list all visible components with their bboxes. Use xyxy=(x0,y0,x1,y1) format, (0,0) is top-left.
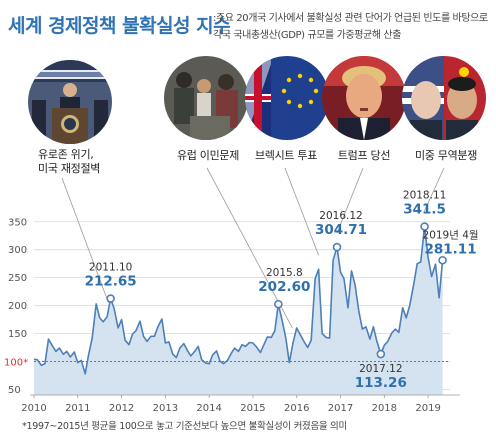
x-tick-label: 2011 xyxy=(65,403,90,414)
event-label-europe-migrants: 유럽 이민문제 xyxy=(168,149,248,163)
event-pointer-line xyxy=(284,167,320,256)
event-label-trump: 트럼프 당선 xyxy=(324,149,404,163)
event-label-line: 유럽 이민문제 xyxy=(176,149,240,162)
subtitle-line: :주요 20개국 기사에서 불확실성 관련 단어가 언급된 빈도를 바탕으로 xyxy=(213,13,488,24)
annotation-marker xyxy=(376,349,386,359)
y-tick-label: 150 xyxy=(8,329,27,340)
baseline-label: 100* xyxy=(4,357,28,368)
event-label-line: 유로존 위기, xyxy=(38,148,94,161)
y-tick-label: 300 xyxy=(8,245,27,256)
x-tick-label: 2010 xyxy=(21,403,46,414)
event-pointer-line xyxy=(61,177,109,303)
subtitle-line: 각국 국내총생산(GDP) 규모를 가중평균해 산출 xyxy=(213,30,401,41)
x-tick-label: 2017 xyxy=(328,403,353,414)
x-tick-label: 2015 xyxy=(240,403,265,414)
annotation-marker xyxy=(106,294,115,303)
event-label-eurozone: 유로존 위기, 미국 재정절벽 xyxy=(28,148,122,176)
event-label-line: 트럼프 당선 xyxy=(337,149,391,162)
annotation-date: 2011.10 xyxy=(89,262,132,274)
series-area xyxy=(34,226,443,395)
x-tick-label: 2018 xyxy=(372,403,397,414)
y-tick-label: 250 xyxy=(8,273,27,284)
event-label-line: 미중 무역분쟁 xyxy=(414,149,478,162)
eurozone-crisis-photo xyxy=(28,60,112,144)
x-tick-label: 2014 xyxy=(196,403,221,414)
event-label-line: 브렉시트 투표 xyxy=(254,149,318,162)
annotation-value: 281.11 xyxy=(425,241,477,257)
annotation-marker xyxy=(274,299,283,309)
footnote: *1997~2015년 평균을 100으로 놓고 기준선보다 높으면 불확실성이… xyxy=(22,421,347,432)
event-pointer-line xyxy=(336,167,364,234)
annotation-date: 2017.12 xyxy=(359,363,402,375)
annotation-value: 202.60 xyxy=(258,279,310,295)
x-tick-label: 2013 xyxy=(153,403,178,414)
x-tick-label: 2019 xyxy=(415,403,440,414)
subtitle: :주요 20개국 기사에서 불확실성 관련 단어가 언급된 빈도를 바탕으로 각… xyxy=(213,10,488,44)
annotation-marker xyxy=(438,255,447,265)
y-tick-label: 200 xyxy=(8,301,27,312)
annotation-value: 113.26 xyxy=(355,375,407,391)
annotation-marker xyxy=(332,242,342,252)
y-tick-label: 50 xyxy=(8,385,21,396)
page-title: 세계 경제정책 불확실성 지수 xyxy=(8,15,231,37)
event-label-line: 미국 재정절벽 xyxy=(38,162,101,175)
series-line xyxy=(33,225,444,375)
annotation-date: 2018.11 xyxy=(403,190,446,202)
event-label-brexit: 브렉시트 투표 xyxy=(246,149,326,163)
annotation-marker xyxy=(420,222,429,231)
annotation-value: 304.71 xyxy=(315,222,367,238)
x-tick-label: 2016 xyxy=(284,403,309,414)
x-tick-label: 2012 xyxy=(109,403,134,414)
annotation-date: 2019년 4월 xyxy=(423,229,479,241)
annotation-date: 2015.8 xyxy=(266,267,303,279)
trump-photo xyxy=(322,56,406,140)
europe-migrant-photo xyxy=(164,56,248,140)
annotation-value: 212.65 xyxy=(85,274,137,290)
event-label-trade-war: 미중 무역분쟁 xyxy=(406,149,486,163)
annotation-date: 2016.12 xyxy=(319,210,362,222)
y-tick-label: 350 xyxy=(8,217,27,228)
event-pointer-line xyxy=(423,167,445,213)
annotation-value: 341.5 xyxy=(403,202,446,218)
brexit-flags-photo xyxy=(245,56,329,140)
